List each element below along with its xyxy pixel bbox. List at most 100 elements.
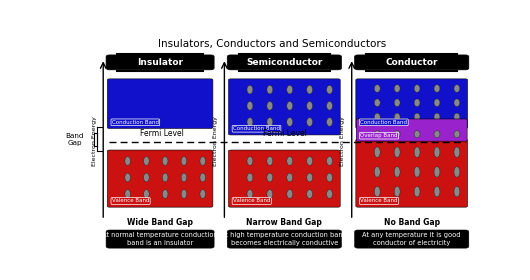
Ellipse shape: [162, 173, 168, 182]
FancyBboxPatch shape: [106, 230, 214, 248]
Ellipse shape: [307, 118, 313, 126]
Ellipse shape: [414, 99, 420, 106]
Text: Band
Gap: Band Gap: [65, 133, 84, 146]
Ellipse shape: [125, 190, 130, 199]
Ellipse shape: [181, 157, 187, 165]
Ellipse shape: [267, 118, 273, 126]
Ellipse shape: [434, 85, 440, 92]
FancyBboxPatch shape: [228, 79, 340, 135]
Ellipse shape: [394, 147, 400, 157]
Text: At normal temperature conduction
band is an insulator: At normal temperature conduction band is…: [102, 232, 218, 246]
FancyBboxPatch shape: [356, 79, 467, 129]
Ellipse shape: [287, 190, 293, 199]
Ellipse shape: [434, 130, 440, 138]
FancyBboxPatch shape: [228, 150, 340, 207]
Ellipse shape: [434, 147, 440, 157]
Ellipse shape: [394, 99, 400, 106]
FancyBboxPatch shape: [227, 55, 341, 70]
Ellipse shape: [434, 167, 440, 177]
Ellipse shape: [374, 167, 380, 177]
Ellipse shape: [287, 157, 293, 165]
Ellipse shape: [414, 130, 420, 138]
Ellipse shape: [374, 85, 380, 92]
Ellipse shape: [394, 167, 400, 177]
Ellipse shape: [414, 147, 420, 157]
Ellipse shape: [434, 99, 440, 106]
Ellipse shape: [326, 190, 332, 199]
Text: Valence Band: Valence Band: [233, 199, 270, 204]
Ellipse shape: [287, 173, 293, 182]
FancyBboxPatch shape: [227, 230, 341, 248]
Text: No Band Gap: No Band Gap: [384, 218, 440, 227]
Ellipse shape: [374, 130, 380, 138]
Ellipse shape: [414, 186, 420, 197]
Text: Narrow Band Gap: Narrow Band Gap: [246, 218, 322, 227]
Ellipse shape: [394, 85, 400, 92]
Ellipse shape: [247, 190, 253, 199]
Ellipse shape: [374, 186, 380, 197]
Ellipse shape: [247, 157, 253, 165]
Ellipse shape: [454, 113, 460, 121]
Ellipse shape: [454, 85, 460, 92]
Ellipse shape: [162, 157, 168, 165]
Ellipse shape: [267, 190, 273, 199]
Ellipse shape: [144, 157, 149, 165]
Text: Conduction Band: Conduction Band: [360, 120, 408, 125]
FancyBboxPatch shape: [107, 79, 213, 129]
Ellipse shape: [394, 113, 400, 121]
Ellipse shape: [454, 147, 460, 157]
Ellipse shape: [434, 186, 440, 197]
Ellipse shape: [287, 102, 293, 110]
Text: Wide Band Gap: Wide Band Gap: [127, 218, 193, 227]
FancyBboxPatch shape: [106, 55, 214, 70]
Ellipse shape: [454, 99, 460, 106]
Ellipse shape: [307, 85, 313, 94]
Text: Electron Energy: Electron Energy: [92, 116, 96, 166]
Ellipse shape: [454, 167, 460, 177]
Ellipse shape: [267, 157, 273, 165]
Ellipse shape: [326, 85, 332, 94]
Ellipse shape: [394, 130, 400, 138]
Text: Semiconductor: Semiconductor: [246, 58, 323, 67]
Ellipse shape: [247, 173, 253, 182]
Ellipse shape: [434, 113, 440, 121]
Ellipse shape: [454, 130, 460, 138]
Ellipse shape: [374, 113, 380, 121]
Ellipse shape: [414, 113, 420, 121]
Ellipse shape: [144, 173, 149, 182]
Text: Valence Band: Valence Band: [112, 199, 149, 204]
FancyBboxPatch shape: [355, 230, 469, 248]
Ellipse shape: [307, 190, 313, 199]
Ellipse shape: [394, 186, 400, 197]
Ellipse shape: [326, 157, 332, 165]
Ellipse shape: [181, 173, 187, 182]
Ellipse shape: [287, 118, 293, 126]
Text: Conductor: Conductor: [385, 58, 438, 67]
Ellipse shape: [414, 167, 420, 177]
Ellipse shape: [374, 99, 380, 106]
Text: At any temperature it is good
conductor of electricity: At any temperature it is good conductor …: [363, 232, 461, 246]
Ellipse shape: [454, 186, 460, 197]
Ellipse shape: [326, 102, 332, 110]
FancyBboxPatch shape: [356, 119, 467, 141]
Ellipse shape: [200, 190, 206, 199]
Text: Conduction Band: Conduction Band: [112, 120, 159, 125]
FancyBboxPatch shape: [356, 139, 467, 207]
Ellipse shape: [326, 118, 332, 126]
Ellipse shape: [267, 173, 273, 182]
Ellipse shape: [247, 118, 253, 126]
FancyBboxPatch shape: [107, 150, 213, 207]
Text: Insulator: Insulator: [137, 58, 183, 67]
Ellipse shape: [247, 85, 253, 94]
Text: Electron Energy: Electron Energy: [340, 116, 345, 166]
Text: Fermi Level: Fermi Level: [140, 129, 184, 138]
Ellipse shape: [125, 157, 130, 165]
Ellipse shape: [267, 102, 273, 110]
Ellipse shape: [414, 85, 420, 92]
Ellipse shape: [287, 85, 293, 94]
Text: Fermi Level: Fermi Level: [263, 129, 307, 138]
Ellipse shape: [374, 147, 380, 157]
Ellipse shape: [200, 173, 206, 182]
Ellipse shape: [267, 85, 273, 94]
Ellipse shape: [307, 173, 313, 182]
